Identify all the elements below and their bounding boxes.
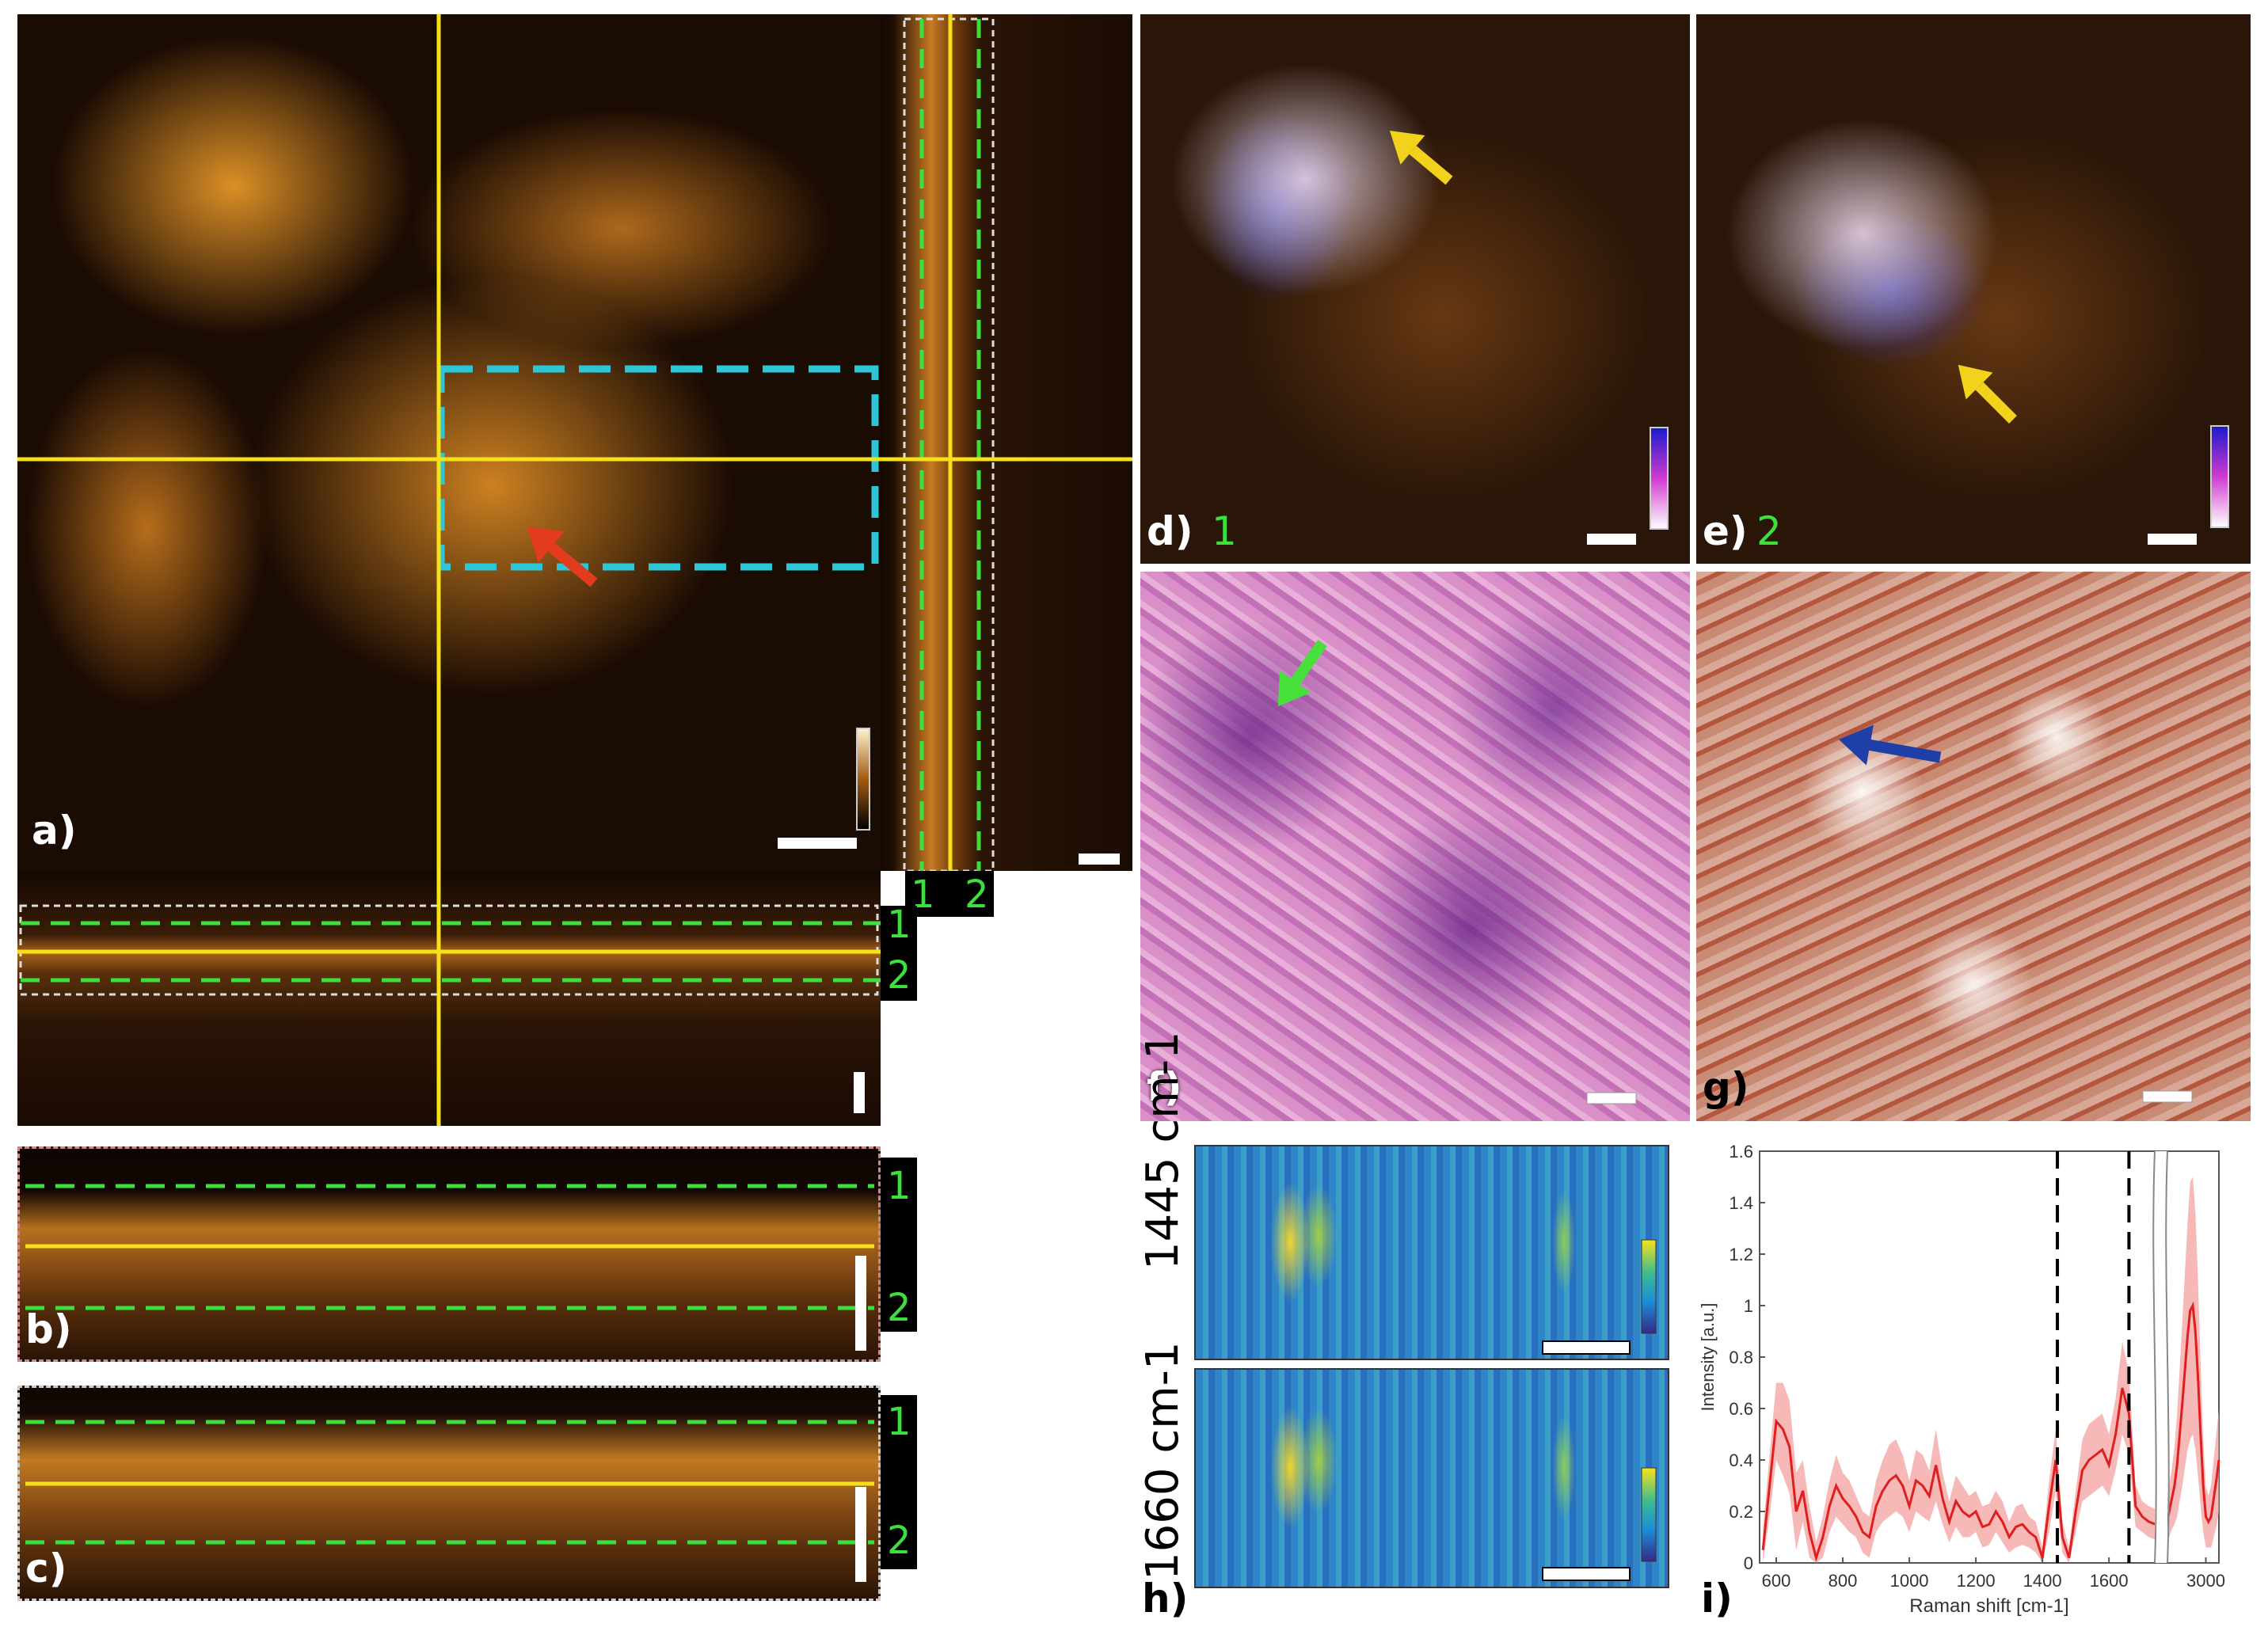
panel-b-plane-1-label: 1: [887, 1164, 911, 1208]
panel-b-overlay: [17, 1146, 881, 1362]
panel-e-index: 2: [1756, 508, 1782, 554]
y-tick-label: 0.8: [1729, 1348, 1753, 1367]
panel-b-plane-2-label: 2: [887, 1286, 911, 1330]
x-tick-label: 1600: [2090, 1571, 2129, 1591]
horizontal-plane-2-label: 2: [887, 953, 911, 998]
panel-c-plane-2-label: 2: [887, 1519, 911, 1563]
panel-i-spectrum-chart: 0 0.2 0.4 0.6 0.8 1 1.2 1.4 1.6 600 800 1000 1200 140…: [1695, 1137, 2249, 1620]
colorbar-e: [2211, 426, 2228, 527]
y-tick-label: 1.2: [1729, 1245, 1753, 1264]
scale-bar-c: [855, 1487, 866, 1582]
y-tick-label: 0.6: [1729, 1399, 1753, 1419]
scale-bar-e: [2148, 534, 2197, 545]
y-tick-label: 1: [1744, 1296, 1753, 1316]
yellow-arrow-e: [1945, 352, 2026, 433]
roi-dashed-box: [441, 369, 875, 567]
panel-d-label: d): [1147, 508, 1193, 554]
scale-bar-d: [1587, 534, 1636, 545]
panel-d-overlay: [1140, 14, 1690, 564]
panel-a-label: a): [32, 808, 77, 854]
y-tick-label: 0.2: [1729, 1502, 1753, 1522]
x-tick-label: 800: [1828, 1571, 1858, 1591]
scale-bar-b: [855, 1256, 866, 1351]
panel-e-label: e): [1703, 508, 1748, 554]
colorbar-d: [1650, 428, 1668, 529]
scale-bar-a: [778, 838, 857, 849]
y-tick-label: 0: [1744, 1553, 1753, 1573]
panel-h-bottom-ylabel: 1660 cm-1: [1137, 1342, 1189, 1581]
colorbar-a: [857, 728, 870, 830]
scale-bar-h-bottom: [1543, 1568, 1630, 1580]
scale-bar-h-top: [1543, 1341, 1630, 1354]
panel-f-overlay: [1140, 572, 1690, 1121]
blue-arrow-g: [1835, 719, 1943, 777]
green-arrow-f: [1262, 632, 1338, 717]
vertical-crosssection-overlay: [881, 14, 1132, 871]
x-tick-label: 3000: [2186, 1571, 2225, 1591]
panel-h-bottom-overlay: [1194, 1368, 1669, 1588]
x-tick-label: 1000: [1890, 1571, 1929, 1591]
x-tick-label: 600: [1762, 1571, 1791, 1591]
horizontal-crosssection-overlay: [17, 871, 881, 1126]
panel-c-label: c): [25, 1545, 67, 1591]
colorbar-h-bottom: [1642, 1468, 1656, 1561]
colorbar-h-top: [1642, 1240, 1656, 1333]
horizontal-plane-1-label: 1: [887, 903, 911, 947]
panel-h-top-overlay: [1194, 1145, 1669, 1360]
scale-bar-f: [1587, 1093, 1636, 1104]
red-arrow: [514, 511, 607, 599]
y-tick-label: 1.4: [1729, 1193, 1753, 1213]
y-axis-label: Intensity [a.u.]: [1698, 1303, 1718, 1412]
x-axis-label: Raman shift [cm-1]: [1909, 1595, 2068, 1617]
scale-bar-vertical: [1079, 854, 1120, 865]
panel-b-label: b): [25, 1306, 72, 1352]
x-tick-label: 1200: [1957, 1571, 1996, 1591]
panel-h-label: h): [1142, 1576, 1188, 1621]
scale-bar-horizontal: [854, 1072, 865, 1113]
panel-g-overlay: [1696, 572, 2251, 1121]
panel-d-index: 1: [1212, 508, 1237, 554]
panel-e-overlay: [1696, 14, 2251, 564]
panel-a-overlay: [17, 14, 881, 871]
scale-bar-g: [2143, 1091, 2192, 1102]
panel-c-overlay: [17, 1386, 881, 1601]
yellow-arrow-d: [1378, 116, 1462, 196]
y-tick-label: 1.6: [1729, 1142, 1753, 1161]
vertical-plane-2-label: 2: [965, 873, 989, 917]
x-tick-label: 1400: [2023, 1571, 2062, 1591]
panel-g-label: g): [1703, 1064, 1749, 1110]
panel-h-top-ylabel: 1445 cm-1: [1137, 1032, 1189, 1271]
y-tick-label: 0.4: [1729, 1450, 1753, 1470]
panel-c-plane-1-label: 1: [887, 1400, 911, 1444]
